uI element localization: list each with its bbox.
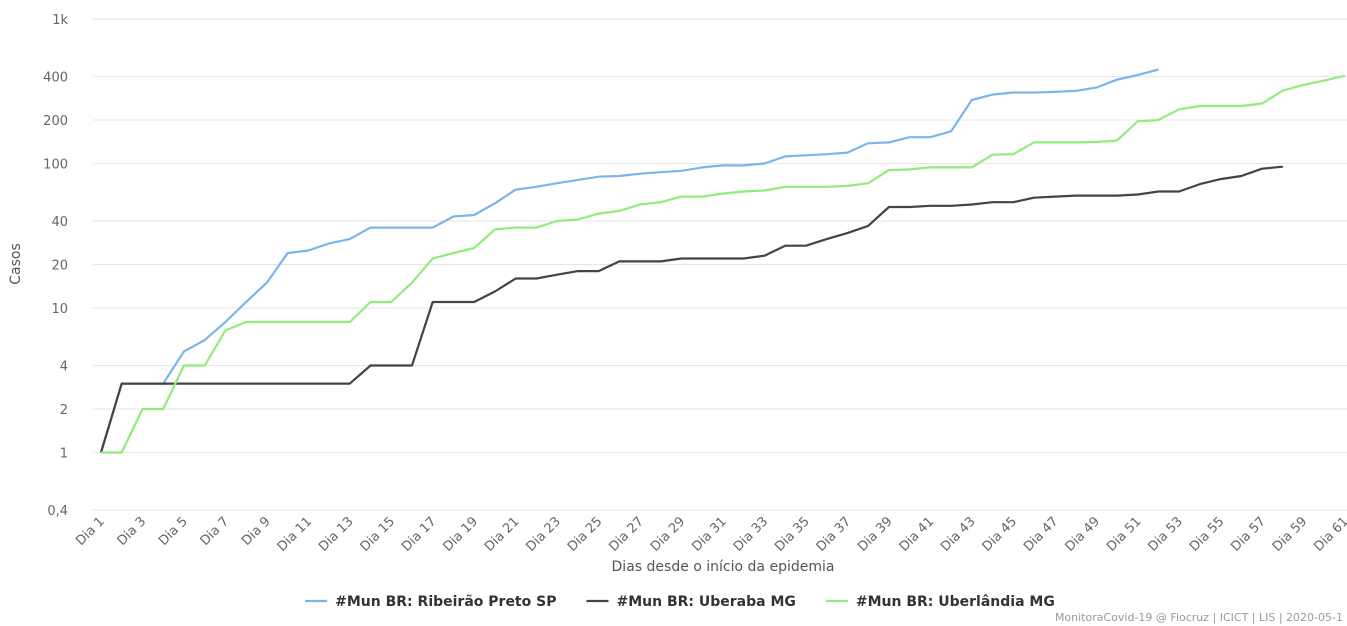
x-tick-label: Dia 31 (689, 514, 729, 554)
x-tick-label: Dia 49 (1063, 514, 1103, 554)
x-tick-label: Dia 1 (73, 514, 108, 549)
x-tick-label: Dia 51 (1104, 514, 1144, 554)
x-tick-label: Dia 21 (482, 514, 522, 554)
x-tick-label: Dia 35 (772, 514, 812, 554)
y-tick-label: 4 (60, 360, 68, 375)
y-tick-label: 400 (43, 71, 68, 86)
credits: MonitoraCovid-19 @ Fiocruz | ICICT | LIS… (1055, 611, 1343, 624)
x-tick-label: Dia 41 (897, 514, 937, 554)
x-tick-label: Dia 13 (316, 514, 356, 554)
x-axis-title: Dias desde o início da epidemia (612, 559, 835, 575)
x-tick-label: Dia 11 (275, 514, 315, 554)
x-tick-label: Dia 53 (1145, 514, 1185, 554)
x-tick-label: Dia 27 (606, 514, 646, 554)
x-tick-label: Dia 7 (198, 514, 233, 549)
x-tick-label: Dia 45 (980, 514, 1020, 554)
x-tick-label: Dia 5 (156, 514, 191, 549)
y-tick-label: 100 (43, 157, 68, 172)
x-tick-label: Dia 23 (523, 514, 563, 554)
x-tick-label: Dia 29 (648, 514, 688, 554)
x-tick-label: Dia 55 (1187, 514, 1227, 554)
y-tick-label: 20 (51, 259, 68, 274)
legend-text: #Mun BR: Uberaba MG (616, 594, 795, 610)
x-tick-label: Dia 59 (1270, 514, 1310, 554)
x-tick-label: Dia 61 (1311, 514, 1347, 554)
x-tick-label: Dia 33 (731, 514, 771, 554)
series-line (99, 68, 1159, 453)
series-line (101, 74, 1346, 454)
x-tick-label: Dia 25 (565, 514, 605, 554)
x-tick-label: Dia 43 (938, 514, 978, 554)
x-tick-label: Dia 15 (358, 514, 398, 554)
x-tick-label: Dia 17 (399, 514, 439, 554)
y-tick-label: 2 (60, 403, 68, 418)
x-tick-label: Dia 9 (239, 514, 274, 549)
y-tick-label: 1k (52, 13, 68, 28)
y-tick-label: 1 (60, 446, 68, 461)
x-tick-label: Dia 3 (115, 514, 150, 549)
x-tick-label: Dia 37 (814, 514, 854, 554)
y-tick-label: 200 (43, 114, 68, 129)
y-tick-label: 40 (51, 215, 68, 230)
x-tick-label: Dia 47 (1021, 514, 1061, 554)
y-tick-label: 10 (51, 302, 68, 317)
x-tick-label: Dia 19 (441, 514, 481, 554)
x-tick-label: Dia 39 (855, 514, 895, 554)
y-axis-title: Casos (8, 243, 24, 285)
x-tick-label: Dia 57 (1228, 514, 1268, 554)
legend-text: #Mun BR: Ribeirão Preto SP (335, 594, 556, 610)
series-line (99, 165, 1283, 453)
y-tick-label: 0,4 (47, 504, 68, 519)
legend-text: #Mun BR: Uberlândia MG (856, 594, 1055, 610)
